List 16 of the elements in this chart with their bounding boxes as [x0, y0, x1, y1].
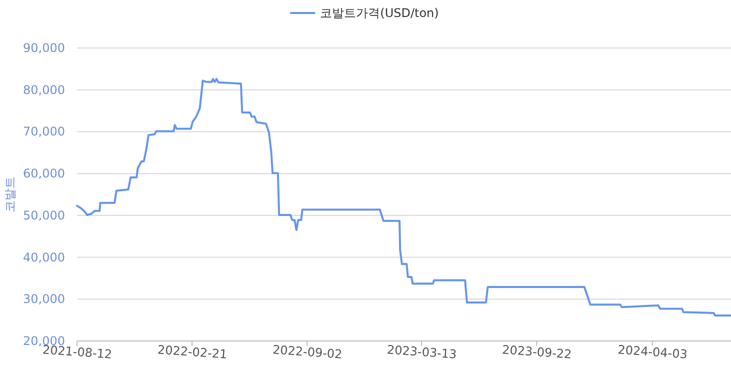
x-tick-label: 2022-09-02 — [272, 342, 343, 362]
y-tick-label: 80,000 — [23, 82, 65, 97]
y-tick-label: 60,000 — [23, 166, 65, 181]
y-tick-label: 30,000 — [23, 292, 65, 306]
y-tick-label: 90,000 — [23, 41, 65, 55]
x-tick-label: 2022-02-21 — [157, 342, 228, 362]
y-axis-title: 코발트 — [3, 176, 17, 212]
y-tick-label: 40,000 — [23, 250, 65, 264]
x-tick-label: 2023-03-13 — [386, 342, 458, 362]
y-tick-label: 70,000 — [23, 124, 65, 139]
x-tick-label: 2024-04-03 — [617, 342, 688, 362]
x-tick-label: 2023-09-22 — [502, 342, 572, 362]
legend-label: 코발트가격(USD/ton) — [320, 6, 439, 20]
line-series — [76, 78, 731, 316]
y-tick-label: 50,000 — [23, 208, 65, 222]
y-tick-label: 20,000 — [23, 334, 65, 348]
